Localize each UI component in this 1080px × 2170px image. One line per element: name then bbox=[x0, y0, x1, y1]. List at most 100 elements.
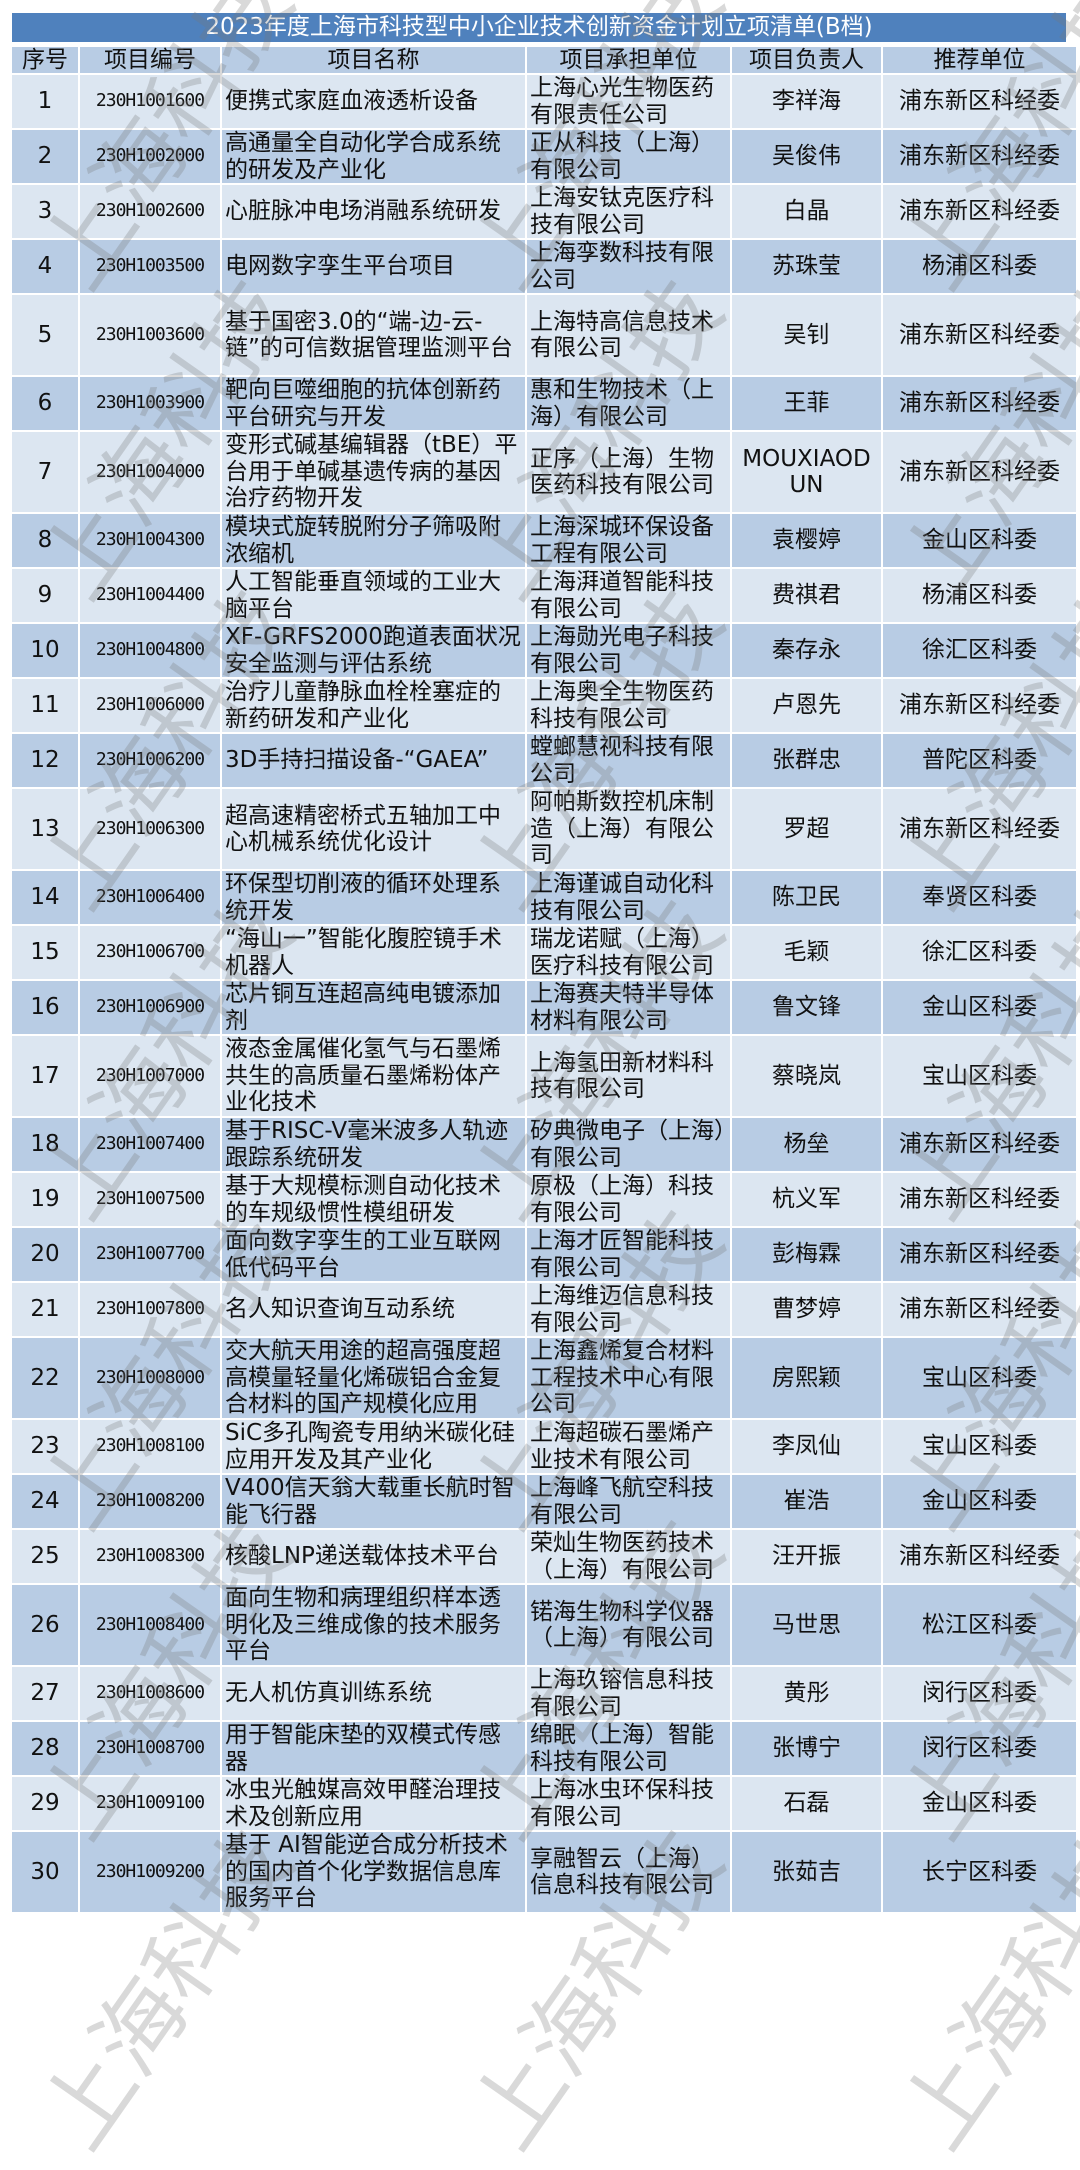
cell-project-code: 230H1006900 bbox=[80, 981, 220, 1034]
cell-organization: 锘海生物科学仪器（上海）有限公司 bbox=[527, 1585, 730, 1665]
cell-recommender: 奉贤区科委 bbox=[883, 871, 1076, 924]
cell-project-code: 230H1002600 bbox=[80, 185, 220, 238]
cell-organization: 上海特高信息技术有限公司 bbox=[527, 295, 730, 375]
cell-organization: 上海心光生物医药有限责任公司 bbox=[527, 75, 730, 128]
cell-project-code: 230H1006000 bbox=[80, 679, 220, 732]
cell-organization: 绵眠（上海）智能科技有限公司 bbox=[527, 1722, 730, 1775]
cell-recommender: 金山区科委 bbox=[883, 514, 1076, 567]
cell-organization: 上海深城环保设备工程有限公司 bbox=[527, 514, 730, 567]
cell-organization: 惠和生物技术（上海）有限公司 bbox=[527, 377, 730, 430]
cell-project-code: 230H1008700 bbox=[80, 1722, 220, 1775]
cell-project-name: 心脏脉冲电场消融系统研发 bbox=[222, 185, 525, 238]
cell-leader: 毛颖 bbox=[732, 926, 881, 979]
cell-organization: 正从科技（上海）有限公司 bbox=[527, 130, 730, 183]
cell-index: 11 bbox=[12, 679, 78, 732]
cell-index: 6 bbox=[12, 377, 78, 430]
cell-recommender: 浦东新区科经委 bbox=[883, 679, 1076, 732]
cell-index: 1 bbox=[12, 75, 78, 128]
cell-organization: 享融智云（上海）信息科技有限公司 bbox=[527, 1832, 730, 1912]
cell-project-code: 230H1009100 bbox=[80, 1777, 220, 1830]
cell-organization: 上海孪数科技有限公司 bbox=[527, 240, 730, 293]
cell-recommender: 浦东新区科经委 bbox=[883, 130, 1076, 183]
cell-project-code: 230H1007800 bbox=[80, 1283, 220, 1336]
cell-project-name: 基于大规模标测自动化技术的车规级惯性模组研发 bbox=[222, 1173, 525, 1226]
cell-index: 3 bbox=[12, 185, 78, 238]
cell-project-name: 电网数字孪生平台项目 bbox=[222, 240, 525, 293]
cell-organization: 上海赛夫特半导体材料有限公司 bbox=[527, 981, 730, 1034]
cell-project-code: 230H1007500 bbox=[80, 1173, 220, 1226]
cell-recommender: 徐汇区科委 bbox=[883, 926, 1076, 979]
cell-project-code: 230H1006300 bbox=[80, 789, 220, 869]
cell-organization: 上海奥全生物医药科技有限公司 bbox=[527, 679, 730, 732]
cell-leader: 张群忠 bbox=[732, 734, 881, 787]
cell-recommender: 宝山区科委 bbox=[883, 1036, 1076, 1116]
header-project-name: 项目名称 bbox=[222, 47, 525, 73]
cell-project-name: 高通量全自动化学合成系统的研发及产业化 bbox=[222, 130, 525, 183]
cell-organization: 上海勋光电子科技有限公司 bbox=[527, 624, 730, 677]
cell-project-code: 230H1003500 bbox=[80, 240, 220, 293]
cell-recommender: 浦东新区科经委 bbox=[883, 185, 1076, 238]
cell-project-code: 230H1007400 bbox=[80, 1118, 220, 1171]
cell-leader: 秦存永 bbox=[732, 624, 881, 677]
cell-project-code: 230H1002000 bbox=[80, 130, 220, 183]
cell-leader: 崔浩 bbox=[732, 1475, 881, 1528]
cell-organization: 上海维迈信息科技有限公司 bbox=[527, 1283, 730, 1336]
cell-project-code: 230H1008200 bbox=[80, 1475, 220, 1528]
cell-index: 26 bbox=[12, 1585, 78, 1665]
cell-recommender: 浦东新区科经委 bbox=[883, 295, 1076, 375]
cell-recommender: 浦东新区科经委 bbox=[883, 432, 1076, 512]
cell-project-code: 230H1008100 bbox=[80, 1420, 220, 1473]
cell-project-code: 230H1004800 bbox=[80, 624, 220, 677]
cell-recommender: 浦东新区科经委 bbox=[883, 1173, 1076, 1226]
cell-project-code: 230H1003900 bbox=[80, 377, 220, 430]
sheet-title: 2023年度上海市科技型中小企业技术创新资金计划立项清单(B档) bbox=[12, 13, 1066, 42]
cell-project-name: “海山一”智能化腹腔镜手术机器人 bbox=[222, 926, 525, 979]
cell-recommender: 杨浦区科委 bbox=[883, 569, 1076, 622]
cell-project-name: 冰虫光触媒高效甲醛治理技术及创新应用 bbox=[222, 1777, 525, 1830]
cell-leader: 张博宁 bbox=[732, 1722, 881, 1775]
cell-index: 15 bbox=[12, 926, 78, 979]
cell-project-code: 230H1008600 bbox=[80, 1667, 220, 1720]
cell-recommender: 浦东新区科经委 bbox=[883, 75, 1076, 128]
cell-project-name: 面向数字孪生的工业互联网低代码平台 bbox=[222, 1228, 525, 1281]
cell-project-name: 人工智能垂直领域的工业大脑平台 bbox=[222, 569, 525, 622]
cell-project-code: 230H1008000 bbox=[80, 1338, 220, 1418]
cell-recommender: 闵行区科委 bbox=[883, 1722, 1076, 1775]
cell-index: 23 bbox=[12, 1420, 78, 1473]
cell-index: 5 bbox=[12, 295, 78, 375]
cell-project-name: 无人机仿真训练系统 bbox=[222, 1667, 525, 1720]
cell-organization: 上海氢田新材料科技有限公司 bbox=[527, 1036, 730, 1116]
cell-recommender: 浦东新区科经委 bbox=[883, 789, 1076, 869]
cell-recommender: 徐汇区科委 bbox=[883, 624, 1076, 677]
cell-project-code: 230H1001600 bbox=[80, 75, 220, 128]
cell-organization: 上海才匠智能科技有限公司 bbox=[527, 1228, 730, 1281]
cell-leader: 吴钊 bbox=[732, 295, 881, 375]
cell-organization: 上海冰虫环保科技有限公司 bbox=[527, 1777, 730, 1830]
cell-project-name: SiC多孔陶瓷专用纳米碳化硅应用开发及其产业化 bbox=[222, 1420, 525, 1473]
header-leader: 项目负责人 bbox=[732, 47, 881, 73]
header-index: 序号 bbox=[12, 47, 78, 73]
cell-index: 14 bbox=[12, 871, 78, 924]
project-list-sheet: 2023年度上海市科技型中小企业技术创新资金计划立项清单(B档) 序号 项目编号… bbox=[12, 13, 1076, 1912]
cell-recommender: 宝山区科委 bbox=[883, 1338, 1076, 1418]
cell-project-name: 治疗儿童静脉血栓栓塞症的新药研发和产业化 bbox=[222, 679, 525, 732]
cell-index: 16 bbox=[12, 981, 78, 1034]
cell-leader: 费祺君 bbox=[732, 569, 881, 622]
cell-recommender: 松江区科委 bbox=[883, 1585, 1076, 1665]
cell-index: 22 bbox=[12, 1338, 78, 1418]
cell-project-name: 靶向巨噬细胞的抗体创新药平台研究与开发 bbox=[222, 377, 525, 430]
cell-leader: 张茹吉 bbox=[732, 1832, 881, 1912]
cell-organization: 瑞龙诺赋（上海）医疗科技有限公司 bbox=[527, 926, 730, 979]
cell-recommender: 闵行区科委 bbox=[883, 1667, 1076, 1720]
cell-organization: 原极（上海）科技有限公司 bbox=[527, 1173, 730, 1226]
cell-organization: 阿帕斯数控机床制造（上海）有限公司 bbox=[527, 789, 730, 869]
cell-project-code: 230H1008400 bbox=[80, 1585, 220, 1665]
cell-recommender: 杨浦区科委 bbox=[883, 240, 1076, 293]
cell-organization: 正序（上海）生物医药科技有限公司 bbox=[527, 432, 730, 512]
cell-leader: 袁樱婷 bbox=[732, 514, 881, 567]
cell-leader: 卢恩先 bbox=[732, 679, 881, 732]
cell-leader: 李祥海 bbox=[732, 75, 881, 128]
cell-index: 8 bbox=[12, 514, 78, 567]
cell-index: 13 bbox=[12, 789, 78, 869]
cell-project-name: 3D手持扫描设备-“GAEA” bbox=[222, 734, 525, 787]
